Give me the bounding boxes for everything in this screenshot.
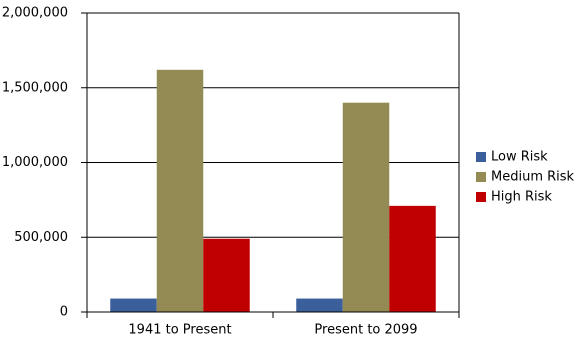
- legend-swatch: [476, 192, 486, 202]
- legend-label: Medium Risk: [491, 170, 575, 185]
- y-tick-label: 2,000,000: [2, 6, 68, 21]
- y-tick-label: 1,500,000: [2, 80, 68, 95]
- x-tick-label: Present to 2099: [314, 323, 417, 338]
- legend-swatch: [476, 172, 486, 182]
- y-tick-label: 500,000: [14, 230, 68, 245]
- y-tick-label: 0: [60, 305, 68, 320]
- bar: [389, 205, 436, 312]
- bar: [203, 238, 250, 312]
- legend-swatch: [476, 152, 486, 162]
- x-tick-label: 1941 to Present: [128, 323, 231, 338]
- legend-label: High Risk: [491, 190, 552, 205]
- bar: [110, 298, 157, 312]
- bar: [296, 298, 343, 312]
- legend-label: Low Risk: [491, 150, 548, 165]
- y-tick-label: 1,000,000: [2, 155, 68, 170]
- bar: [342, 102, 390, 312]
- bar: [156, 69, 204, 312]
